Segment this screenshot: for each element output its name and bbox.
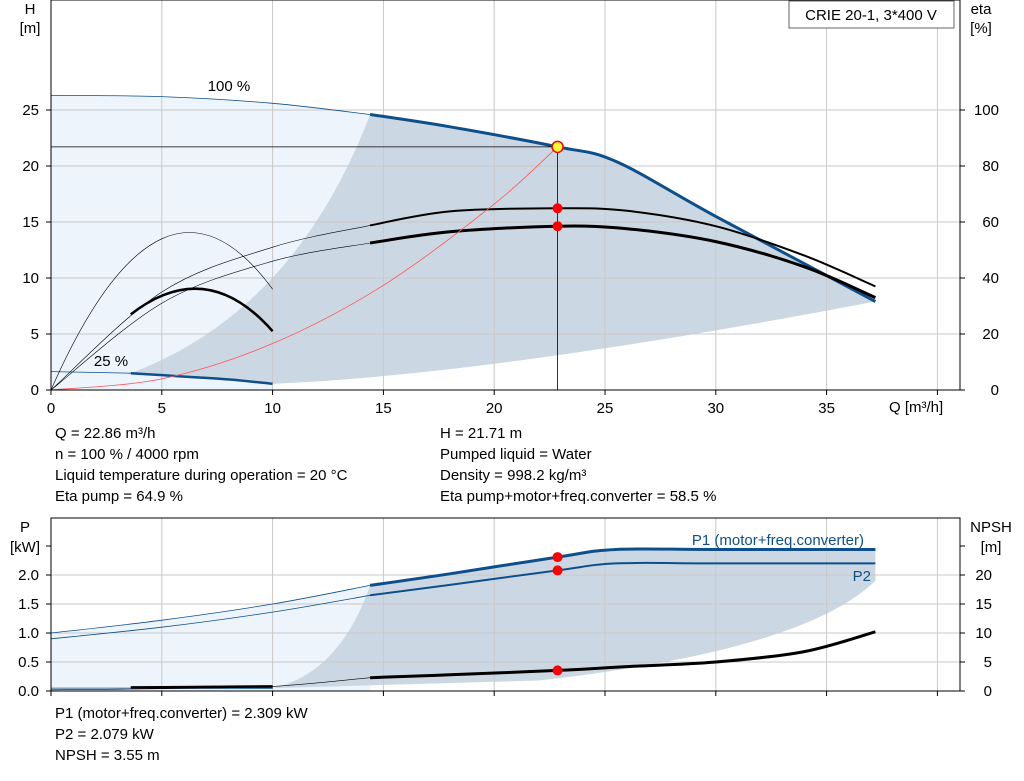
system-curve: [50, 146, 558, 391]
q-axis-title: Q [m³/h]: [889, 399, 943, 416]
top-plot-frame: [50, 0, 961, 391]
p-axis-title: P: [20, 519, 30, 536]
bottom-panel: 0.0 0.5 1.0 1.5 2.0 0 5 10 15 20: [18, 517, 992, 700]
npsh-axis-unit: [m]: [981, 539, 1002, 556]
info-liquid: Pumped liquid = Water: [440, 446, 592, 463]
top-operating-range: [51, 95, 876, 390]
eta-tick-label: 40: [982, 270, 999, 287]
q-tick-label: 35: [818, 400, 835, 417]
h-tick-label: 5: [31, 326, 39, 343]
info-top-left: Q = 22.86 m³/h n = 100 % / 4000 rpm Liqu…: [55, 423, 347, 507]
npsh-tick-label: 20: [975, 567, 992, 584]
p-tick-label: 0.5: [18, 654, 39, 671]
info-npsh: NPSH = 3.55 m: [55, 747, 160, 764]
eta-pump-low-speed-curve: [50, 232, 273, 391]
info-p2: P2 = 2.079 kW: [55, 726, 154, 743]
q-tick-label: 5: [158, 400, 166, 417]
info-speed: n = 100 % / 4000 rpm: [55, 446, 199, 463]
bottom-curves: [50, 547, 876, 691]
npsh-tick-label: 15: [975, 596, 992, 613]
bottom-axes: 0.0 0.5 1.0 1.5 2.0 0 5 10 15 20: [18, 545, 992, 700]
h-tick-label: 25: [22, 102, 39, 119]
top-markers: [51, 140, 564, 390]
p2-series-label: P2: [853, 568, 871, 585]
duty-range-area: [130, 114, 876, 384]
npsh-tick-label: 10: [975, 625, 992, 642]
title-frame: [788, 0, 955, 29]
eta-pump-duty-marker: [552, 203, 563, 214]
eta-tick-label: 0: [991, 382, 999, 399]
eta-pump-curve-thin: [50, 225, 371, 391]
p2-curve-thin: [50, 594, 371, 640]
p-tick-label: 1.5: [18, 596, 39, 613]
q-tick-label: 25: [597, 400, 614, 417]
npsh-curve: [370, 630, 876, 680]
eta-tick-label: 20: [982, 326, 999, 343]
info-flow: Q = 22.86 m³/h: [55, 425, 156, 442]
head-curve-100: [369, 113, 877, 303]
q-tick-label: 30: [707, 400, 724, 417]
eta-axis-unit: [%]: [970, 20, 992, 37]
npsh-axis-title: NPSH: [970, 519, 1012, 536]
eta-total-curve: [369, 224, 876, 299]
npsh-tick-label: 0: [984, 683, 992, 700]
h-tick-label: 10: [22, 270, 39, 287]
eta-pump-curve: [369, 207, 876, 288]
info-top-right: H = 21.71 m Pumped liquid = Water Densit…: [440, 423, 716, 507]
info-head: H = 21.71 m: [440, 425, 523, 442]
q-tick-label: 10: [264, 400, 281, 417]
p-tick-label: 0.0: [18, 683, 39, 700]
power-full-range-area: [51, 585, 371, 691]
title-box: CRIE 20-1, 3*400 V: [788, 0, 955, 29]
info-eta-pump: Eta pump = 64.9 %: [55, 488, 183, 505]
bottom-operating-range: [51, 548, 876, 691]
h-tick-label: 0: [31, 382, 39, 399]
p1-duty-marker: [552, 552, 563, 563]
npsh-low-speed-curve: [130, 685, 273, 689]
info-density: Density = 998.2 kg/m³: [440, 467, 587, 484]
eta-total-low-speed-curve: [130, 287, 274, 333]
npsh-tick-label: 5: [984, 654, 992, 671]
head-curve-25-thin: [50, 371, 131, 374]
info-p1: P1 (motor+freq.converter) = 2.309 kW: [55, 705, 308, 722]
q-tick-label: 20: [486, 400, 503, 417]
eta-total-curve-thin: [50, 242, 371, 391]
p-tick-label: 2.0: [18, 567, 39, 584]
top-axes: 0 5 10 15 20 25 30 35 0 5 10 15 20 25 0 20 40 60 80 100: [22, 102, 999, 417]
h-tick-label: 15: [22, 214, 39, 231]
chart-title: CRIE 20-1, 3*400 V: [805, 7, 937, 24]
bottom-markers: [552, 552, 563, 676]
eta-axis-title: eta: [971, 1, 993, 18]
p-axis-unit: [kW]: [10, 539, 40, 556]
p1-curve: [369, 547, 876, 587]
operating-point-marker: [551, 140, 564, 154]
top-grid: [50, 0, 960, 390]
eta-tick-label: 60: [982, 214, 999, 231]
p-tick-label: 1.0: [18, 625, 39, 642]
head-curve-25: [130, 371, 273, 386]
p2-curve: [369, 561, 876, 597]
top-curves: [50, 95, 877, 391]
q-tick-label: 0: [47, 400, 55, 417]
top-panel: 0 5 10 15 20 25 30 35 0 5 10 15 20 25 0 20 40 60 80 100 CRI…: [22, 0, 999, 417]
p1-curve-thin: [50, 585, 371, 634]
eta-total-duty-marker: [552, 221, 563, 232]
p1-series-label: P1 (motor+freq.converter): [692, 532, 864, 549]
npsh-duty-marker: [552, 665, 563, 676]
info-bottom: P1 (motor+freq.converter) = 2.309 kW P2 …: [55, 703, 308, 766]
h-axis-unit: [m]: [20, 20, 41, 37]
h-axis-title: H: [25, 1, 36, 18]
q-tick-label: 15: [375, 400, 392, 417]
h-tick-label: 20: [22, 158, 39, 175]
info-eta-total: Eta pump+motor+freq.converter = 58.5 %: [440, 488, 717, 505]
p2-duty-marker: [552, 565, 563, 576]
eta-tick-label: 80: [982, 158, 999, 175]
head-curve-100-thin: [50, 95, 371, 115]
info-temperature: Liquid temperature during operation = 20…: [55, 467, 348, 484]
annotation-100-percent: 100 %: [208, 78, 251, 95]
eta-tick-label: 100: [974, 102, 999, 119]
power-duty-range-area: [272, 548, 876, 689]
annotation-25-percent: 25 %: [94, 353, 128, 370]
